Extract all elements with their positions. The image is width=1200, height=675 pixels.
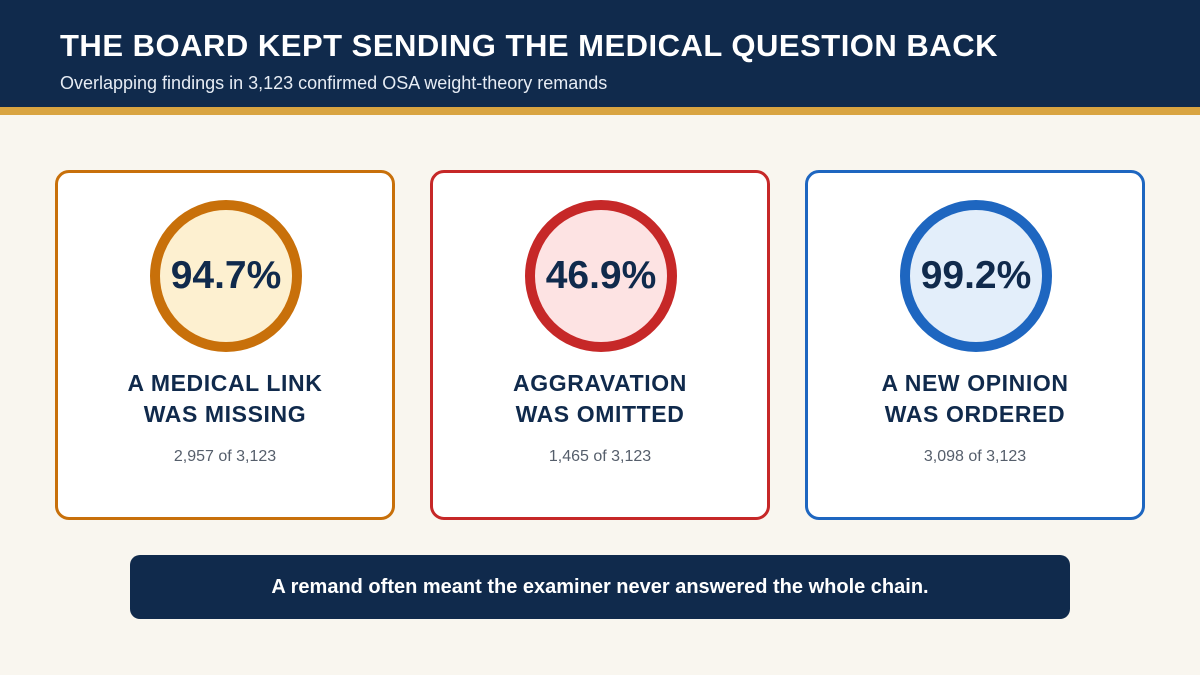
label-line: WAS MISSING [143,401,307,427]
label-line: A MEDICAL LINK [127,370,323,396]
label-line: AGGRAVATION [513,370,687,396]
subtitle: Overlapping findings in 3,123 confirmed … [60,73,608,93]
stat-card: 46.9% AGGRAVATION WAS OMITTED 1,465 of 3,12… [430,170,770,520]
label-line: WAS OMITTED [515,401,685,427]
card-count: 2,957 of 3,123 [173,448,277,465]
label-line: A NEW OPINION [881,370,1069,396]
percent-value: 46.9% [545,254,657,297]
stat-card: 94.7% A MEDICAL LINK WAS MISSING 2,957 of 3… [55,170,395,520]
label-line: WAS ORDERED [884,401,1066,427]
percent-value: 99.2% [920,254,1032,297]
card-count: 3,098 of 3,123 [923,448,1027,465]
percent-ring: 46.9% [525,200,677,352]
percent-value: 94.7% [170,254,282,297]
card-label: A MEDICAL LINK WAS MISSING [58,368,392,430]
stat-card: 99.2% A NEW OPINION WAS ORDERED 3,098 of 3,… [805,170,1145,520]
card-label: AGGRAVATION WAS OMITTED [433,368,767,430]
header: THE BOARD KEPT SENDING THE MEDICAL QUEST… [0,0,1200,115]
card-label: A NEW OPINION WAS ORDERED [808,368,1142,430]
card-count: 1,465 of 3,123 [548,448,652,465]
footer: A remand often meant the examiner never … [130,555,1070,619]
title: THE BOARD KEPT SENDING THE MEDICAL QUEST… [60,28,998,63]
footer-text: A remand often meant the examiner never … [271,575,929,598]
percent-ring: 99.2% [900,200,1052,352]
percent-ring: 94.7% [150,200,302,352]
